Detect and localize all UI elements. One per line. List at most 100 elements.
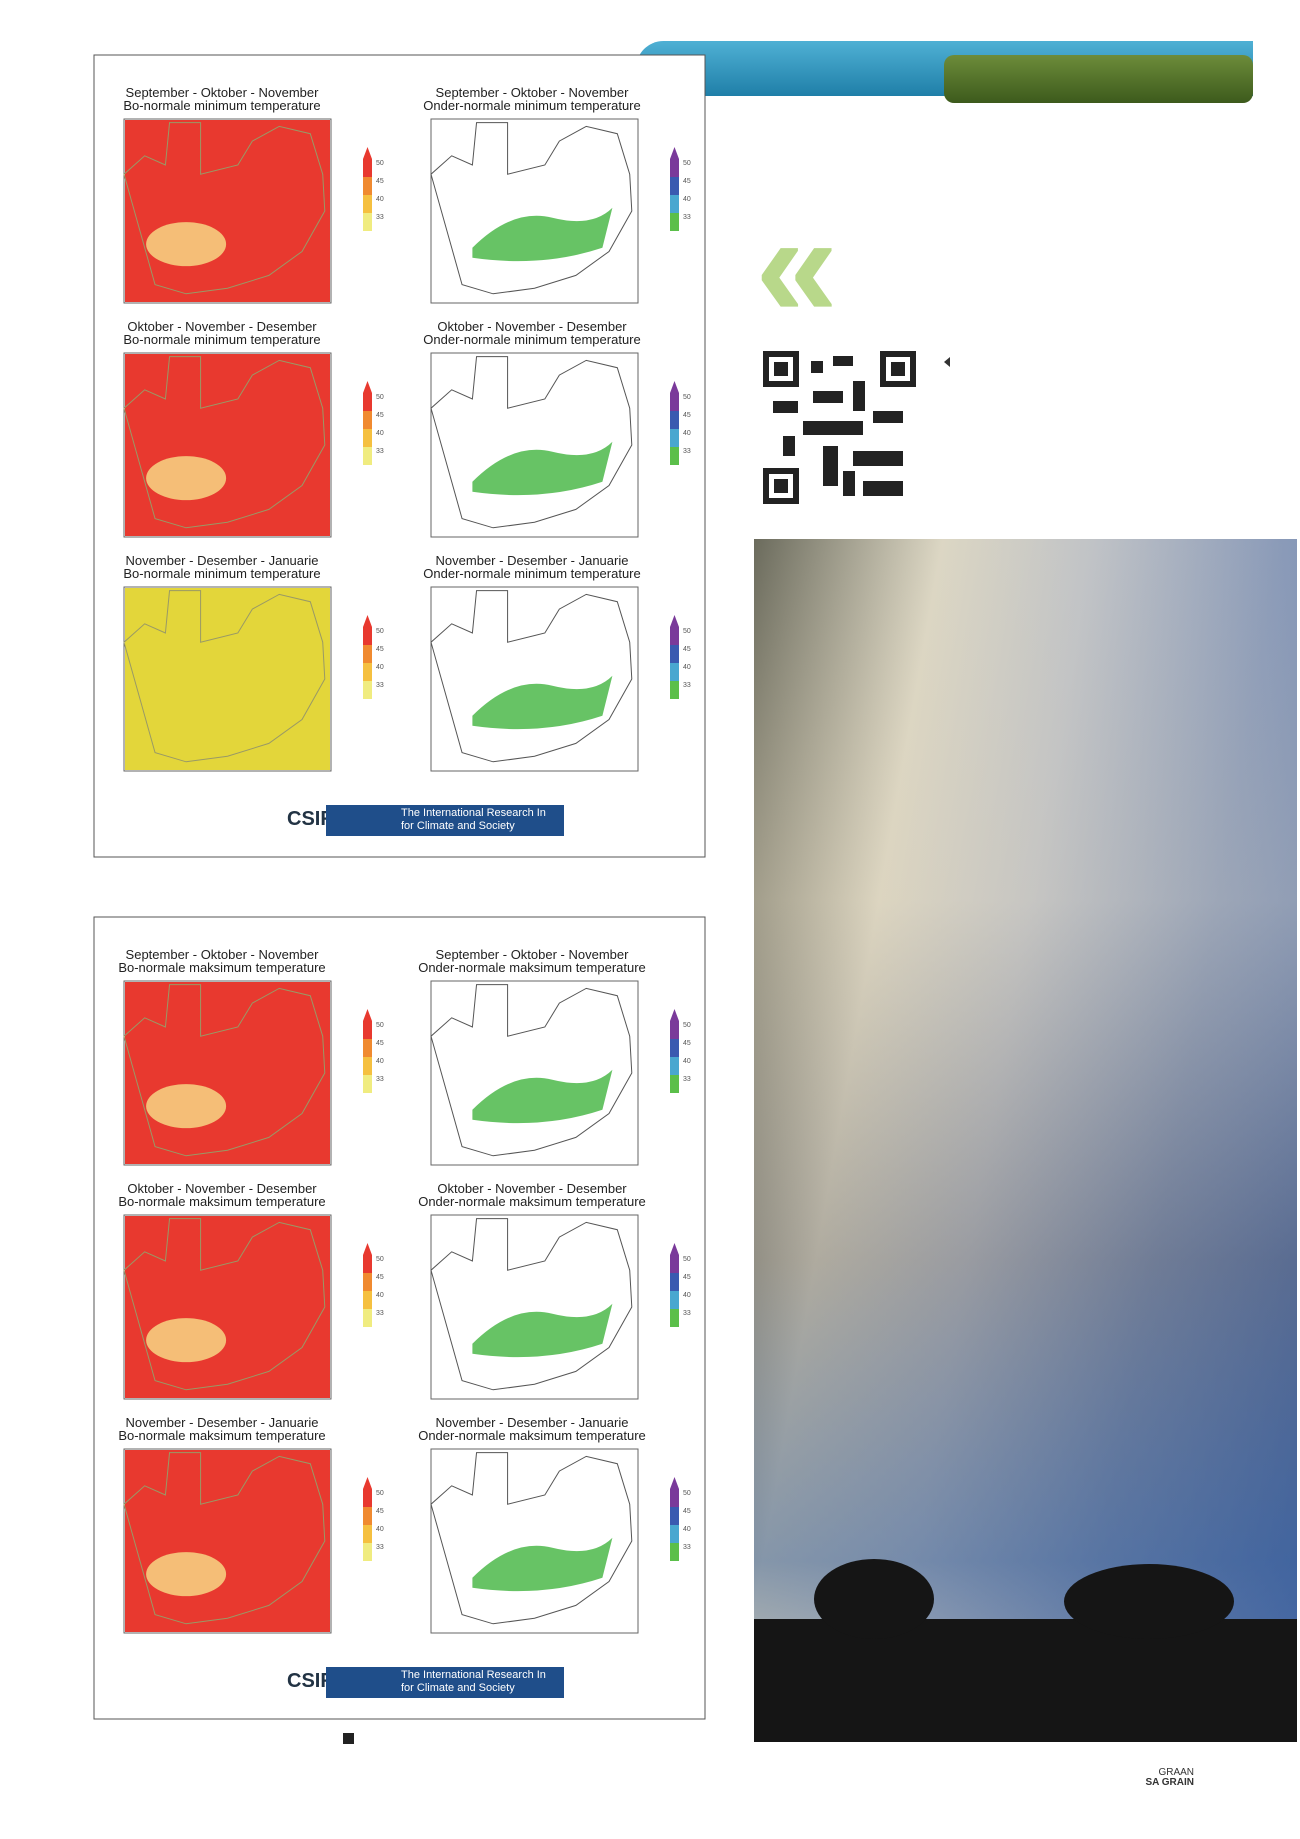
legend-cap (363, 147, 372, 159)
legend-tick-label: 45 (376, 178, 384, 185)
legend-swatch (670, 1543, 679, 1561)
legend-swatch (363, 1309, 372, 1327)
legend-tick-label: 50 (683, 628, 691, 635)
panel-subtitle: Onder-normale maksimum temperature (418, 960, 646, 975)
legend-tick-label: 33 (683, 214, 691, 221)
footer-logo: GRAAN SA GRAIN (1124, 1768, 1194, 1788)
panel-subtitle: Onder-normale minimum temperature (423, 566, 640, 581)
legend-tick-label: 33 (376, 1076, 384, 1083)
logo-iri: The International Research In (401, 807, 546, 819)
country-outline (123, 590, 326, 763)
legend-swatch (363, 447, 372, 465)
legend-swatch (363, 1273, 372, 1291)
figures: September - Oktober - NovemberBo-normale… (93, 54, 706, 1720)
legend-tick-label: 40 (376, 664, 384, 671)
legend-cap (363, 381, 372, 393)
map-patch (146, 1552, 227, 1597)
map-patch (472, 1537, 613, 1592)
logo-line: GRAAN (1158, 1767, 1194, 1778)
legend-swatch (363, 213, 372, 231)
map-patch (472, 675, 613, 730)
legend-swatch (670, 195, 679, 213)
legend-swatch (363, 645, 372, 663)
map-patch (472, 441, 613, 496)
legend-tick-label: 40 (683, 196, 691, 203)
panel-subtitle: Bo-normale maksimum temperature (118, 1194, 325, 1209)
legend-swatch (363, 1057, 372, 1075)
legend-swatch (363, 195, 372, 213)
legend-tick-label: 33 (683, 448, 691, 455)
legend-swatch (363, 177, 372, 195)
bullet-arrow (944, 357, 950, 367)
legend-swatch (363, 1525, 372, 1543)
legend-swatch (670, 1309, 679, 1327)
legend-tick-label: 45 (376, 1274, 384, 1281)
logo-iri-box (326, 805, 564, 836)
legend-tick-label: 45 (376, 1508, 384, 1515)
country-outline (123, 356, 326, 529)
legend-swatch (670, 681, 679, 699)
legend-cap (363, 1477, 372, 1489)
legend-tick-label: 40 (683, 1292, 691, 1299)
panel-title: September - Oktober - November (126, 947, 320, 962)
panel-title: September - Oktober - November (126, 85, 320, 100)
legend-swatch (363, 1507, 372, 1525)
logo-csir: CSIR (287, 1670, 335, 1692)
map-fill (125, 354, 330, 536)
legend-swatch (363, 1291, 372, 1309)
map-patch (146, 1318, 227, 1363)
legend-tick-label: 50 (376, 1490, 384, 1497)
legend-tick-label: 50 (376, 394, 384, 401)
legend-swatch (363, 393, 372, 411)
panel-subtitle: Bo-normale minimum temperature (123, 98, 320, 113)
legend-tick-label: 40 (376, 1526, 384, 1533)
legend-tick-label: 45 (683, 1274, 691, 1281)
panel-subtitle: Bo-normale minimum temperature (123, 566, 320, 581)
map-patch (472, 1069, 613, 1124)
panel-subtitle: Bo-normale maksimum temperature (118, 960, 325, 975)
panel-title: November - Desember - Januarie (436, 1415, 629, 1430)
map-fill (125, 1216, 330, 1398)
legend-cap (363, 1243, 372, 1255)
legend-swatch (670, 177, 679, 195)
legend-tick-label: 45 (683, 1508, 691, 1515)
legend-swatch (670, 159, 679, 177)
legend-tick-label: 50 (376, 628, 384, 635)
legend-tick-label: 45 (683, 178, 691, 185)
legend-tick-label: 33 (683, 1544, 691, 1551)
panel-subtitle: Onder-normale maksimum temperature (418, 1428, 646, 1443)
legend-tick-label: 50 (683, 1022, 691, 1029)
map-patch (472, 207, 613, 262)
legend-swatch (670, 447, 679, 465)
legend-tick-label: 45 (683, 1040, 691, 1047)
map-fill (125, 1450, 330, 1632)
legend-tick-label: 33 (683, 1310, 691, 1317)
qr-code (763, 351, 916, 504)
sky-photo (754, 539, 1297, 1742)
legend-tick-label: 50 (376, 160, 384, 167)
legend-tick-label: 33 (683, 682, 691, 689)
panel-title: September - Oktober - November (436, 85, 630, 100)
legend-swatch (363, 681, 372, 699)
legend-cap (670, 1009, 679, 1021)
legend-tick-label: 45 (683, 412, 691, 419)
legend-tick-label: 40 (683, 664, 691, 671)
legend-swatch (670, 1489, 679, 1507)
legend-tick-label: 50 (683, 160, 691, 167)
legend-swatch (670, 1507, 679, 1525)
logo-iri-box (326, 1667, 564, 1698)
legend-tick-label: 33 (376, 448, 384, 455)
legend-tick-label: 40 (376, 196, 384, 203)
legend-tick-label: 50 (376, 1256, 384, 1263)
legend-swatch (670, 1021, 679, 1039)
legend-swatch (670, 1255, 679, 1273)
legend-swatch (363, 1543, 372, 1561)
panel-subtitle: Onder-normale minimum temperature (423, 332, 640, 347)
legend-tick-label: 33 (683, 1076, 691, 1083)
map-fill (125, 982, 330, 1164)
legend-cap (670, 1477, 679, 1489)
legend-swatch (363, 663, 372, 681)
legend-swatch (670, 1525, 679, 1543)
legend-swatch (363, 1255, 372, 1273)
logo-iri: for Climate and Society (401, 820, 515, 832)
